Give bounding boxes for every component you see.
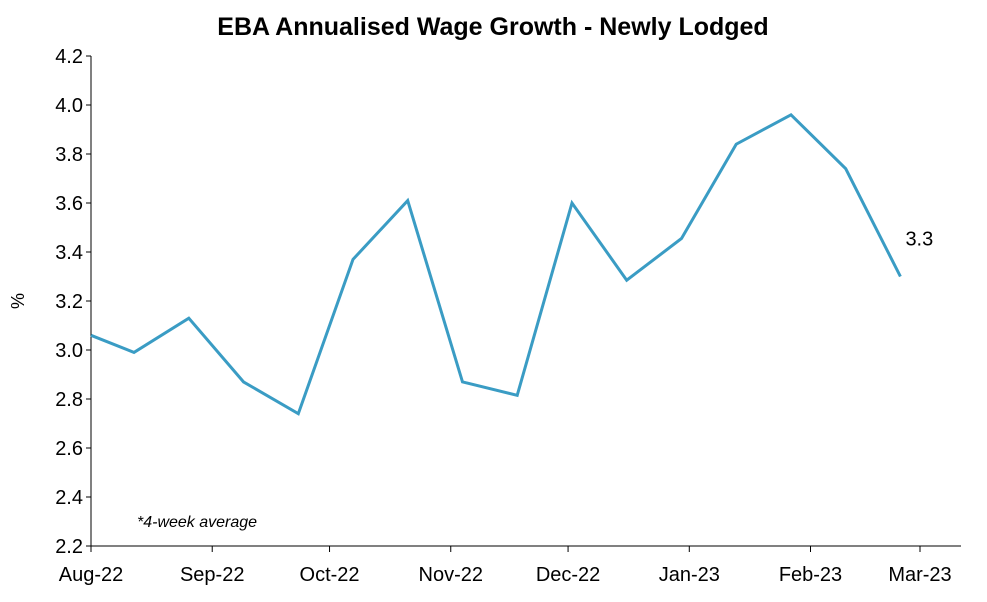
x-tick-label: Dec-22 <box>536 564 600 586</box>
y-tick-label: 2.4 <box>55 487 83 509</box>
x-tick-label: Mar-23 <box>888 564 951 586</box>
data-point <box>460 380 464 384</box>
x-tick-label: Jan-23 <box>659 564 720 586</box>
y-tick-label: 2.8 <box>55 389 83 411</box>
data-point <box>132 350 136 354</box>
y-tick-label: 2.6 <box>55 438 83 460</box>
y-tick-label: 3.4 <box>55 242 83 264</box>
y-ticks: 2.2 2.4 2.6 2.8 3.0 3.2 3.4 3.6 3.8 4.0 4.2 <box>55 46 91 558</box>
y-tick-label: 4.2 <box>55 46 83 68</box>
data-point <box>187 316 191 320</box>
y-tick-label: 3.6 <box>55 193 83 215</box>
series-points <box>89 113 902 416</box>
data-point <box>570 201 574 205</box>
data-point <box>296 412 300 416</box>
data-point <box>734 142 738 146</box>
x-tick-label: Aug-22 <box>59 564 124 586</box>
x-tick-label: Nov-22 <box>419 564 483 586</box>
x-ticks: Aug-22 Sep-22 Oct-22 Nov-22 Dec-22 Jan-23 Feb-… <box>59 546 952 586</box>
x-tick-label: Oct-22 <box>300 564 360 586</box>
x-tick-label: Sep-22 <box>180 564 245 586</box>
y-axis-label: % <box>8 293 28 309</box>
series-line <box>90 112 902 416</box>
y-tick-label: 3.2 <box>55 291 83 313</box>
chart-title: EBA Annualised Wage Growth - Newly Lodge… <box>217 13 768 41</box>
y-tick-label: 3.0 <box>55 340 83 362</box>
data-point <box>789 113 793 117</box>
data-label-last: 3.3 <box>905 229 933 251</box>
y-tick-label: 2.2 <box>55 536 83 558</box>
data-point <box>898 275 902 279</box>
y-tick-label: 4.0 <box>55 95 83 117</box>
footnote: *4-week average <box>137 514 257 531</box>
data-point <box>844 167 848 171</box>
data-point <box>679 237 683 241</box>
data-point <box>625 278 629 282</box>
data-point <box>242 380 246 384</box>
y-tick-label: 3.8 <box>55 144 83 166</box>
plot-area: 2.2 2.4 2.6 2.8 3.0 3.2 3.4 3.6 3.8 4.0 4.2 Aug-22… <box>55 46 961 586</box>
data-point <box>406 199 410 203</box>
data-point <box>515 393 519 397</box>
data-point <box>351 257 355 261</box>
x-tick-label: Feb-23 <box>779 564 842 586</box>
data-point <box>89 333 93 337</box>
